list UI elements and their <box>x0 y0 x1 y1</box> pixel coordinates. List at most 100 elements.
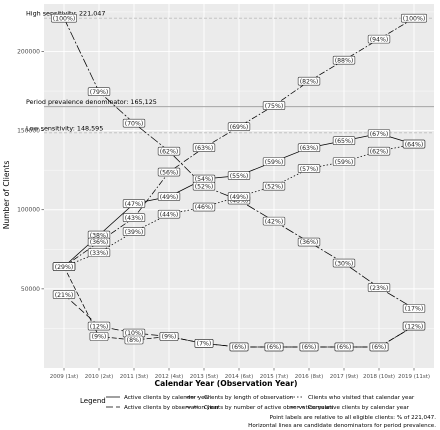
point-label-box <box>52 262 76 271</box>
point-label: (43%) <box>122 213 146 222</box>
point-label-text: (47%) <box>125 201 144 208</box>
legend-entry: Clients who visited that calendar year <box>308 395 415 401</box>
point-label: (65%) <box>332 136 356 146</box>
point-label-box <box>299 342 319 352</box>
point-label-box <box>89 332 109 341</box>
point-label-text: (39%) <box>125 229 144 236</box>
point-label-text: (82%) <box>300 78 319 85</box>
point-label-box <box>402 304 426 313</box>
point-label: (55%) <box>227 171 251 180</box>
point-label-box <box>332 157 356 166</box>
point-label: (47%) <box>122 199 146 208</box>
point-label: (52%) <box>262 181 286 191</box>
legend-entry: Active clients by observation year <box>124 405 220 411</box>
point-label-text: (46%) <box>195 204 214 211</box>
point-label-text: (67%) <box>370 131 389 138</box>
point-label-box <box>157 146 181 156</box>
legend-entry: Clients by length of observation <box>204 395 294 401</box>
point-label-text: (42%) <box>265 218 284 225</box>
point-label-box <box>264 342 284 352</box>
point-label: (39%) <box>122 227 146 236</box>
axes: 50000 100000 150000 200000 2009 (1st) 2010 (2… <box>17 48 430 380</box>
y-axis-title: Number of Clients <box>2 161 11 230</box>
point-label-text: (94%) <box>370 36 389 43</box>
point-label: (12%) <box>402 321 426 331</box>
x-tick-label: 2013 (5st) <box>190 374 219 380</box>
reference-line-label: High sensitivity: 221,047 <box>26 10 105 18</box>
point-label-text: (23%) <box>370 285 389 292</box>
point-label-box <box>297 143 321 153</box>
point-label: (100%) <box>401 13 427 23</box>
point-label-box <box>334 342 354 352</box>
point-label-text: (88%) <box>335 57 354 64</box>
point-label: (17%) <box>402 304 426 313</box>
point-label: (49%) <box>157 192 181 201</box>
point-label-box <box>159 332 179 341</box>
x-tick-label: 2010 (2st) <box>85 374 114 380</box>
point-label: (82%) <box>297 76 321 86</box>
point-label: (57%) <box>297 164 321 173</box>
y-tick-label: 150000 <box>17 128 40 135</box>
point-label-text: (69%) <box>230 124 249 131</box>
point-label-text: (44%) <box>160 211 179 218</box>
point-label: (6%) <box>334 342 354 352</box>
x-tick-label: 2014 (6st) <box>225 374 254 380</box>
legend-entry: Cumulative clients by calendar year <box>308 405 410 411</box>
x-tick-label: 2009 (1st) <box>50 374 79 380</box>
point-label-text: (75%) <box>265 103 284 110</box>
point-label: (9%) <box>159 332 179 341</box>
point-label: (64%) <box>402 139 426 149</box>
point-label-text: (6%) <box>372 344 387 351</box>
point-label-box <box>87 87 111 96</box>
point-label-text: (36%) <box>90 239 109 246</box>
point-label-text: (12%) <box>405 323 424 330</box>
point-label-text: (63%) <box>195 145 214 152</box>
point-label-text: (8%) <box>127 337 142 344</box>
point-label: (94%) <box>367 34 391 44</box>
point-label: (59%) <box>332 157 356 166</box>
point-label-box <box>227 192 251 201</box>
point-label: (6%) <box>299 342 319 352</box>
point-label-box <box>227 122 251 131</box>
point-label: (46%) <box>192 202 216 212</box>
point-label-text: (62%) <box>160 148 179 155</box>
point-label-text: (38%) <box>90 232 109 239</box>
point-label-box <box>297 76 321 86</box>
point-label-box <box>262 216 286 226</box>
point-label-text: (10%) <box>125 330 144 337</box>
point-label-box <box>192 202 216 212</box>
point-label-box <box>297 237 321 247</box>
reference-line-label: Period prevalence denominator: 165,125 <box>26 98 157 106</box>
point-label-text: (29%) <box>55 264 74 271</box>
point-label: (49%) <box>227 192 251 201</box>
y-tick-label: 100000 <box>17 207 40 214</box>
point-label: (7%) <box>194 339 214 348</box>
point-label-box <box>367 129 391 138</box>
point-label-box <box>192 181 216 191</box>
point-label-box <box>332 258 356 268</box>
footnote-line-1: Point labels are relative to all eligibl… <box>270 415 437 421</box>
point-label: (56%) <box>157 167 181 177</box>
point-label-text: (49%) <box>160 194 179 201</box>
point-label-box <box>367 283 391 292</box>
point-label-text: (12%) <box>90 323 109 330</box>
reference-line-label: Low sensitivity: 148,595 <box>26 124 103 132</box>
point-label: (8%) <box>124 335 144 345</box>
point-label-box <box>157 192 181 201</box>
point-label: (62%) <box>367 146 391 156</box>
legend: Legend Active clients by calendar year Ac… <box>80 395 415 411</box>
legend-entry: Clients by number of active observation … <box>204 405 333 411</box>
point-label-text: (59%) <box>265 159 284 166</box>
point-label-text: (55%) <box>230 173 249 180</box>
legend-title: Legend <box>80 397 106 405</box>
point-label-text: (63%) <box>300 145 319 152</box>
point-label-text: (64%) <box>405 141 424 148</box>
point-label: (9%) <box>89 332 109 341</box>
point-label: (12%) <box>87 321 111 331</box>
point-label-text: (100%) <box>53 15 76 22</box>
point-label: (67%) <box>367 129 391 138</box>
point-label-text: (43%) <box>125 215 144 222</box>
point-label: (59%) <box>262 157 286 166</box>
point-label-text: (9%) <box>92 334 107 341</box>
